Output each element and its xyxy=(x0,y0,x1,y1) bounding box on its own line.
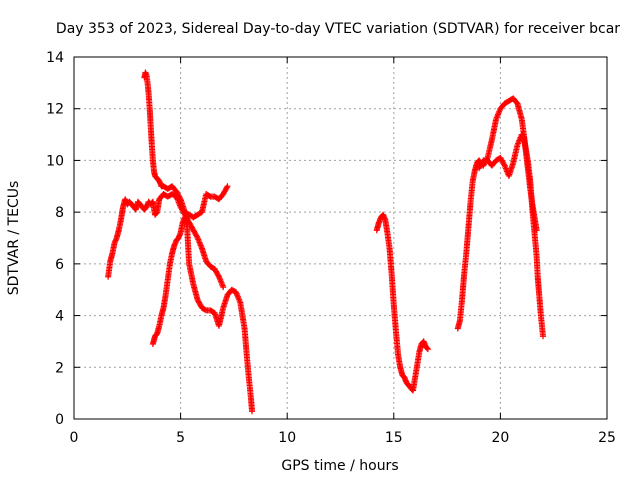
x-tick-label: 25 xyxy=(598,430,616,446)
y-tick-label: 6 xyxy=(55,257,64,273)
data-point xyxy=(176,194,183,201)
series-arc-c xyxy=(149,214,256,415)
data-point xyxy=(540,333,547,340)
series-arc-f xyxy=(476,131,547,340)
grid-lines xyxy=(74,57,607,419)
series-arc-b xyxy=(141,69,231,221)
chart-title: Day 353 of 2023, Sidereal Day-to-day VTE… xyxy=(56,21,620,37)
y-tick-label: 2 xyxy=(55,360,64,376)
x-tick-label: 5 xyxy=(176,430,185,446)
x-tick-label: 15 xyxy=(385,430,403,446)
series-arc-d xyxy=(373,211,431,394)
x-tick-label: 0 xyxy=(70,430,79,446)
tick-labels: 0 5 10 15 20 25 0 2 4 6 8 10 12 14 xyxy=(46,50,616,446)
y-axis-label: SDTVAR / TECUs xyxy=(6,181,22,296)
x-tick-label: 20 xyxy=(491,430,509,446)
data-point xyxy=(193,233,200,240)
data-point xyxy=(424,346,431,353)
y-tick-label: 14 xyxy=(46,50,64,66)
data-point xyxy=(424,345,431,352)
axis-ticks xyxy=(73,56,608,420)
data-point xyxy=(215,272,222,279)
y-tick-label: 0 xyxy=(55,412,64,428)
y-tick-label: 12 xyxy=(46,102,64,118)
x-tick-label: 10 xyxy=(278,430,296,446)
y-tick-label: 10 xyxy=(46,153,64,169)
data-points xyxy=(105,69,547,415)
data-point xyxy=(224,183,231,190)
data-point xyxy=(220,284,227,291)
data-point xyxy=(249,408,256,415)
data-point xyxy=(223,184,230,191)
series-arc-e xyxy=(454,95,540,332)
plot-frame xyxy=(73,56,608,420)
y-tick-label: 4 xyxy=(55,309,64,325)
y-tick-label: 8 xyxy=(55,205,64,221)
data-point xyxy=(500,161,507,168)
series-arc-a xyxy=(105,191,227,291)
x-axis-label: GPS time / hours xyxy=(281,458,398,474)
